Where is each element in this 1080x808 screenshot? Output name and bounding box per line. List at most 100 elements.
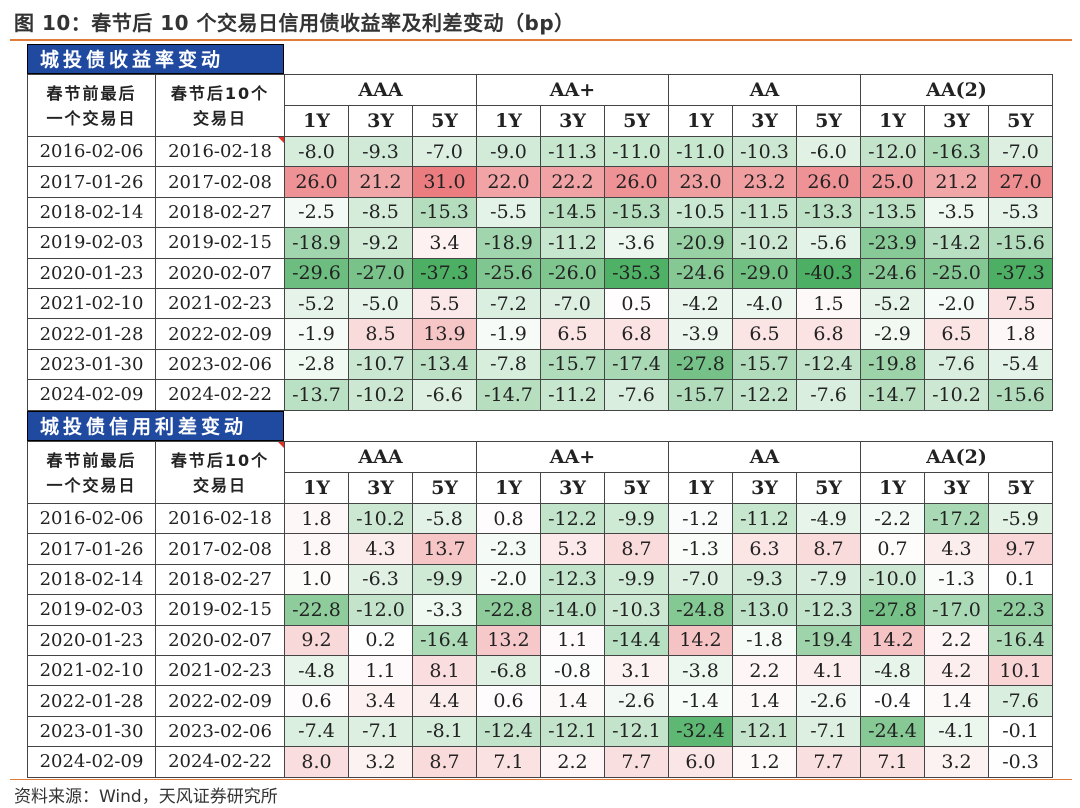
value-cell: 3.4 — [412, 227, 477, 259]
pre-holiday-date: 2017-01-26 — [27, 533, 156, 565]
value-cell: 6.8 — [795, 318, 862, 350]
header-line: 春节前最后 — [46, 450, 137, 470]
value-cell: -7.0 — [412, 135, 477, 168]
header-row-groups: 春节前最后 一个交易日 春节后10个 交易日 AAA AA+ AA AA(2) — [27, 74, 1054, 137]
value-cell: -20.9 — [668, 227, 733, 259]
value-cell: -12.0 — [348, 594, 413, 626]
value-cell: -16.4 — [412, 624, 477, 656]
table-row: 2017-01-26 2017-02-08 26.0 21.2 31.0 22.0 22.2… — [27, 166, 1054, 198]
value-cell: -5.9 — [988, 502, 1054, 535]
value-cell: -29.0 — [732, 257, 797, 289]
value-cell: 1.8 — [284, 533, 349, 565]
value-cell: 0.6 — [476, 685, 541, 717]
value-cell: 9.7 — [988, 533, 1054, 565]
value-cell: -11.0 — [668, 135, 733, 168]
value-cell: -22.8 — [284, 594, 349, 626]
pre-holiday-date: 2024-02-09 — [27, 746, 156, 778]
value-cell: -8.0 — [284, 135, 349, 168]
value-cell: -0.4 — [860, 685, 926, 717]
value-cell: -2.0 — [476, 563, 541, 596]
value-cell: 2.2 — [924, 624, 990, 656]
value-cell: 27.0 — [988, 166, 1054, 198]
data-table: 春节前最后 一个交易日 春节后10个 交易日 AAA AA+ AA AA(2) 1Y 3Y 5Y 1Y… — [27, 441, 1054, 778]
value-cell: -0.1 — [988, 715, 1054, 748]
tenor-header: 3Y — [732, 472, 797, 504]
table-row: 2018-02-14 2018-02-27 -2.5 -8.5 -15.3 -5.5 -14… — [27, 196, 1054, 229]
value-cell: -16.3 — [924, 135, 990, 168]
post-holiday-date: 2022-02-09 — [155, 318, 285, 350]
header-line: 一个交易日 — [46, 475, 137, 495]
value-cell: 4.1 — [795, 654, 862, 687]
value-cell: -11.2 — [540, 227, 605, 259]
rating-group-header: AA+ — [476, 441, 669, 473]
value-cell: -1.2 — [668, 502, 733, 535]
value-cell: -4.2 — [668, 287, 733, 320]
value-cell: -24.6 — [668, 257, 733, 289]
value-cell: -15.6 — [988, 227, 1054, 259]
value-cell: -2.2 — [860, 502, 926, 535]
title-rule — [10, 39, 1072, 41]
value-cell: 6.0 — [668, 746, 733, 778]
rating-group-header: AA — [667, 74, 862, 106]
source-note: 资料来源：Wind，天风证券研究所 — [14, 787, 278, 807]
value-cell: -11.5 — [732, 196, 797, 229]
table-row: 2022-01-28 2022-02-09 0.6 3.4 4.4 0.6 1.4 -2.6-… — [27, 685, 1054, 717]
value-cell: 6.5 — [540, 318, 605, 350]
post-holiday-date: 2022-02-09 — [155, 685, 285, 717]
rating-group-header: AA(2) — [860, 441, 1054, 473]
post-holiday-date: 2018-02-27 — [155, 196, 285, 229]
value-cell: -15.7 — [732, 348, 797, 381]
value-cell: -2.6 — [604, 685, 669, 717]
value-cell: 1.2 — [732, 746, 797, 778]
post-holiday-date: 2020-02-07 — [155, 624, 285, 656]
value-cell: -2.8 — [284, 348, 349, 381]
value-cell: -1.3 — [668, 533, 733, 565]
tenor-header: 1Y — [284, 105, 349, 137]
value-cell: -6.6 — [412, 379, 477, 411]
value-cell: -35.3 — [604, 257, 669, 289]
value-cell: -12.2 — [540, 502, 605, 535]
header-row-tenors: 1Y 3Y 5Y 1Y 3Y 5Y 1Y 3Y 5Y 1Y 3Y 5Y — [28, 472, 1054, 504]
value-cell: -27.0 — [348, 257, 413, 289]
pre-holiday-date: 2016-02-06 — [27, 502, 156, 535]
pre-holiday-date: 2023-01-30 — [27, 348, 156, 381]
value-cell: -9.9 — [412, 563, 477, 596]
table-row: 2024-02-09 2024-02-22 -13.7 -10.2 -6.6 -14.7-… — [27, 379, 1054, 411]
value-cell: 0.7 — [860, 533, 926, 565]
value-cell: -1.9 — [476, 318, 541, 350]
post-holiday-date: 2017-02-08 — [155, 533, 285, 565]
value-cell: -9.0 — [476, 135, 541, 168]
value-cell: 7.7 — [795, 746, 862, 778]
tenor-header: 1Y — [668, 472, 733, 504]
value-cell: 8.7 — [412, 746, 477, 778]
value-cell: 21.2 — [348, 166, 413, 198]
value-cell: 3.2 — [348, 746, 413, 778]
pre-holiday-date: 2018-02-14 — [27, 196, 156, 229]
value-cell: -4.1 — [924, 715, 990, 748]
header-line: 交易日 — [192, 475, 247, 495]
value-cell: 1.1 — [540, 624, 605, 656]
value-cell: 14.2 — [860, 624, 926, 656]
figure-title: 图 10：春节后 10 个交易日信用债收益率及利差变动（bp） — [14, 11, 575, 35]
tenor-header: 5Y — [412, 105, 477, 137]
rating-group-header: AA(2) — [860, 74, 1054, 106]
header-line: 春节前最后 — [46, 83, 137, 103]
value-cell: 31.0 — [412, 166, 477, 198]
value-cell: 4.3 — [348, 533, 413, 565]
value-cell: -6.3 — [348, 563, 413, 596]
pre-holiday-date: 2022-01-28 — [27, 318, 156, 350]
value-cell: -9.3 — [348, 135, 413, 168]
value-cell: -7.6 — [988, 685, 1054, 717]
pre-holiday-date: 2020-01-23 — [27, 624, 156, 656]
value-cell: -18.9 — [476, 227, 541, 259]
value-cell: -3.6 — [604, 227, 669, 259]
tenor-header: 1Y — [668, 105, 733, 137]
value-cell: 8.7 — [795, 533, 862, 565]
value-cell: -2.6 — [795, 685, 862, 717]
source-rule — [10, 779, 1072, 780]
value-cell: -19.8 — [860, 348, 926, 381]
post-holiday-date: 2020-02-07 — [155, 257, 285, 289]
value-cell: 8.7 — [604, 533, 669, 565]
tenor-header: 1Y — [860, 105, 926, 137]
value-cell: -16.4 — [988, 624, 1054, 656]
